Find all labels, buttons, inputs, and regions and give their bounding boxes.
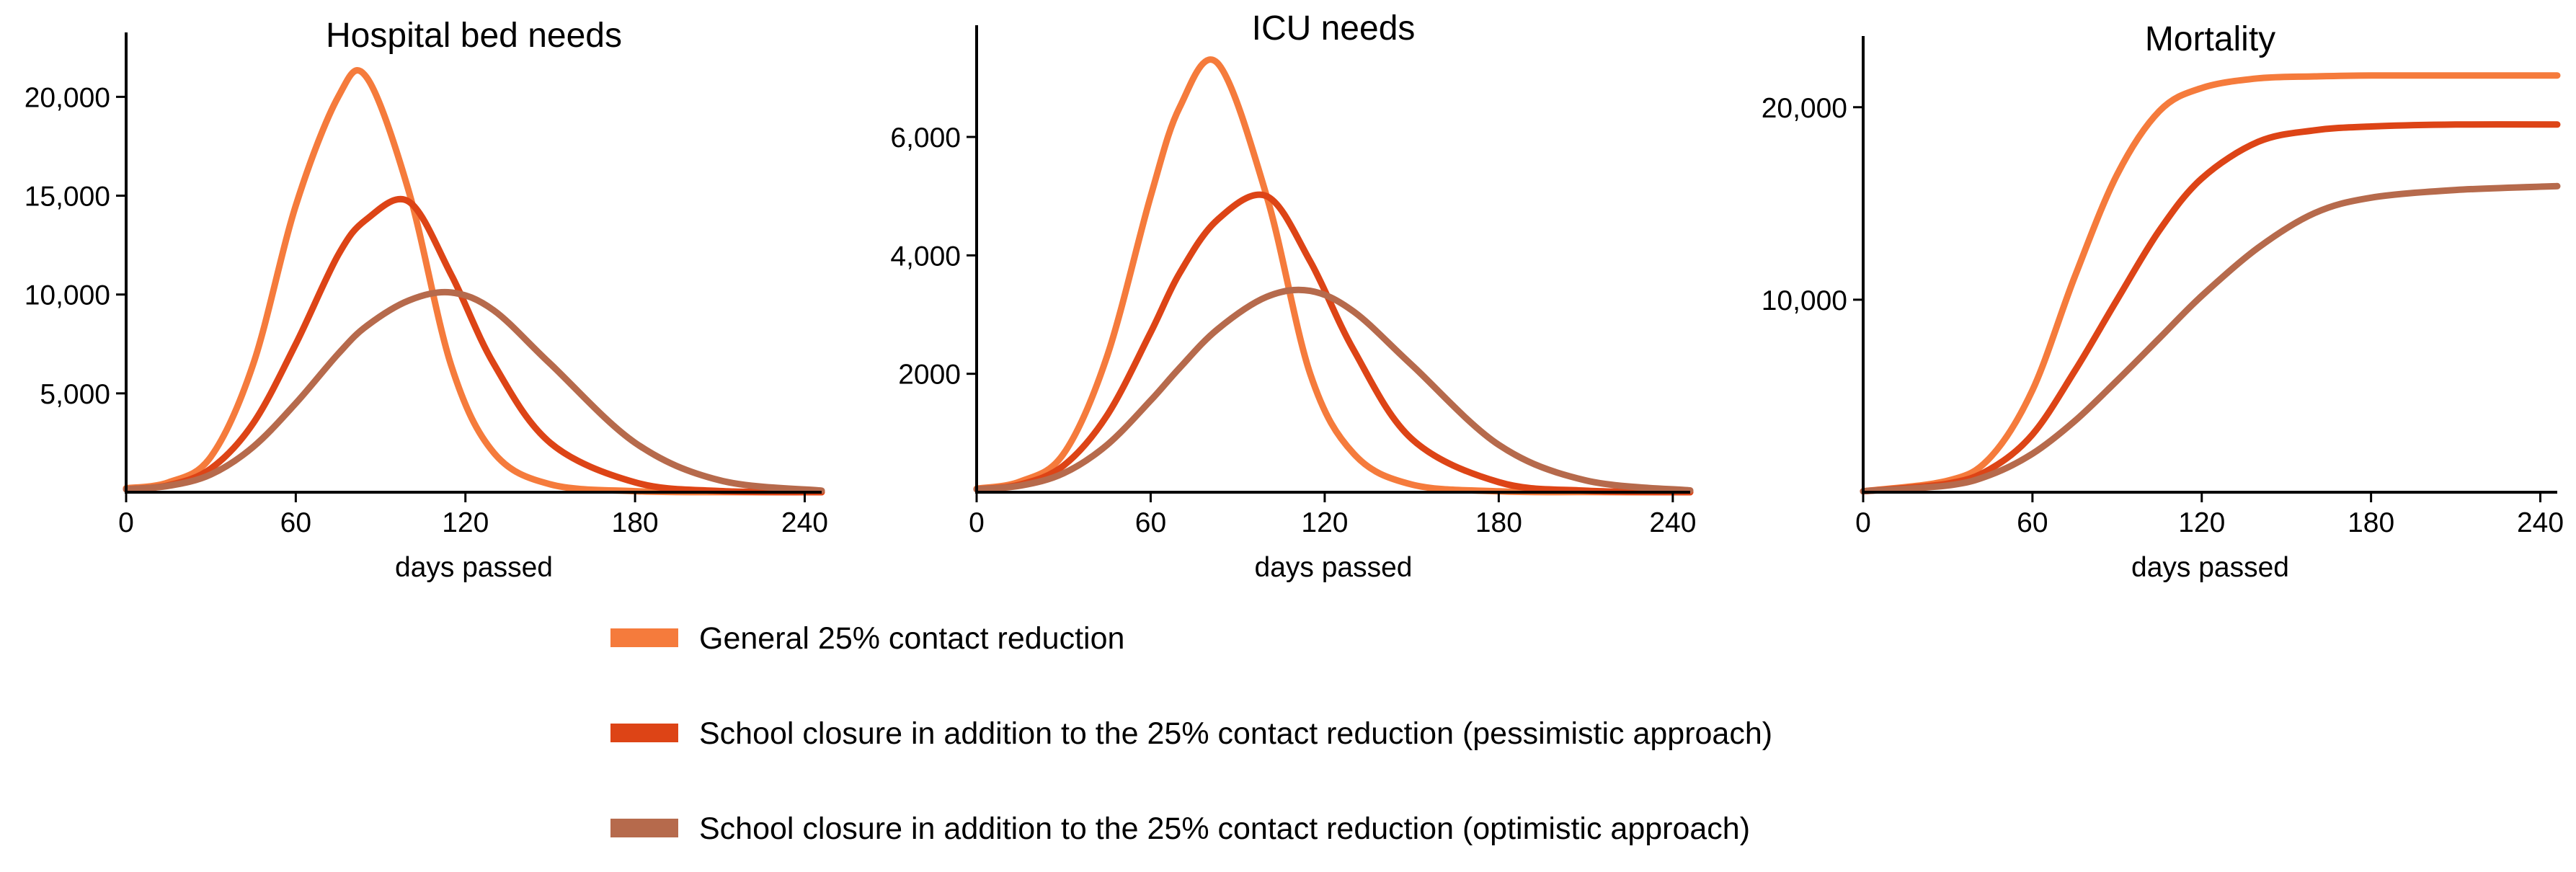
series-line-general [973, 56, 1694, 496]
y-tick-label: 10,000 [25, 280, 110, 311]
legend-label-pessimistic: School closure in addition to the 25% co… [699, 716, 1772, 751]
chart-title-icu: ICU needs [1252, 9, 1416, 48]
x-tick-label: 60 [280, 507, 311, 538]
legend-label-optimistic: School closure in addition to the 25% co… [699, 811, 1750, 846]
legend-swatch-general [610, 628, 678, 647]
x-tick-label: 240 [1649, 507, 1696, 538]
chart-hospital: Hospital bed needs 0 60 120 180 240 5,000 10,00… [25, 17, 828, 583]
series-line-pessimistic [1860, 121, 2561, 495]
y-tick-label: 20,000 [1762, 93, 1847, 124]
x-tick-label: 120 [2178, 507, 2225, 538]
y-tick-label: 2000 [898, 360, 961, 391]
legend-label-general: General 25% contact reduction [699, 621, 1124, 656]
x-tick-label: 240 [2517, 507, 2564, 538]
x-tick-label: 120 [442, 507, 489, 538]
series-line-pessimistic [123, 195, 825, 496]
legend: General 25% contact reduction School clo… [610, 621, 1772, 846]
x-axis-label: days passed [1255, 552, 1413, 583]
y-tick-label: 15,000 [25, 182, 110, 213]
x-tick-label: 120 [1301, 507, 1348, 538]
series-line-optimistic [1860, 182, 2561, 495]
x-tick-label: 240 [781, 507, 828, 538]
x-tick-label: 60 [2017, 507, 2048, 538]
charts: Hospital bed needs 0 60 120 180 240 5,000 10,00… [25, 9, 2564, 583]
x-tick-label: 180 [612, 507, 659, 538]
y-tick-label: 10,000 [1762, 285, 1847, 316]
legend-item-general: General 25% contact reduction [610, 621, 1124, 656]
x-tick-label: 0 [969, 507, 985, 538]
legend-item-pessimistic: School closure in addition to the 25% co… [610, 716, 1772, 751]
chart-title-hospital: Hospital bed needs [326, 17, 622, 55]
y-tick-label: 4,000 [890, 241, 961, 272]
series-line-general [123, 67, 825, 496]
chart-icu: ICU needs 0 60 120 180 240 2000 4,000 6,000 days … [890, 9, 1696, 583]
series-line-pessimistic [973, 191, 1694, 496]
legend-swatch-optimistic [610, 819, 678, 837]
x-axis-label: days passed [2131, 552, 2289, 583]
x-tick-label: 60 [1135, 507, 1166, 538]
y-tick-label: 6,000 [890, 123, 961, 154]
x-tick-label: 180 [1475, 507, 1522, 538]
legend-swatch-pessimistic [610, 724, 678, 742]
chart-title-mortality: Mortality [2145, 20, 2275, 58]
chart-mortality: Mortality 0 60 120 180 240 10,000 20,000 days pa… [1762, 20, 2564, 583]
x-tick-label: 0 [118, 507, 134, 538]
y-tick-label: 5,000 [40, 379, 110, 410]
series-line-optimistic [973, 286, 1694, 494]
x-tick-label: 0 [1855, 507, 1871, 538]
x-tick-label: 180 [2348, 507, 2394, 538]
x-axis-label: days passed [395, 552, 553, 583]
legend-item-optimistic: School closure in addition to the 25% co… [610, 811, 1750, 846]
series-line-optimistic [123, 288, 825, 494]
series-line-general [1860, 72, 2561, 495]
y-tick-label: 20,000 [25, 82, 110, 113]
